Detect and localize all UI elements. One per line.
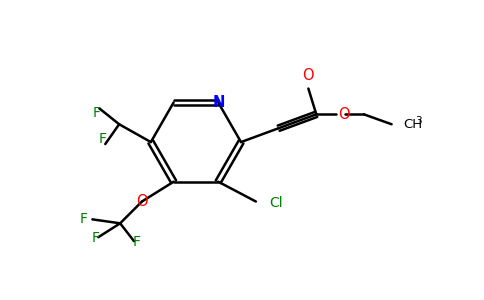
Text: F: F: [91, 231, 99, 245]
Text: F: F: [79, 212, 88, 226]
Text: F: F: [133, 235, 141, 249]
Text: O: O: [302, 68, 314, 82]
Text: CH: CH: [404, 118, 423, 131]
Text: F: F: [92, 106, 100, 120]
Text: Cl: Cl: [270, 196, 283, 209]
Text: O: O: [338, 107, 350, 122]
Text: 3: 3: [415, 116, 422, 126]
Text: N: N: [213, 95, 226, 110]
Text: O: O: [136, 194, 148, 209]
Text: F: F: [98, 132, 106, 146]
